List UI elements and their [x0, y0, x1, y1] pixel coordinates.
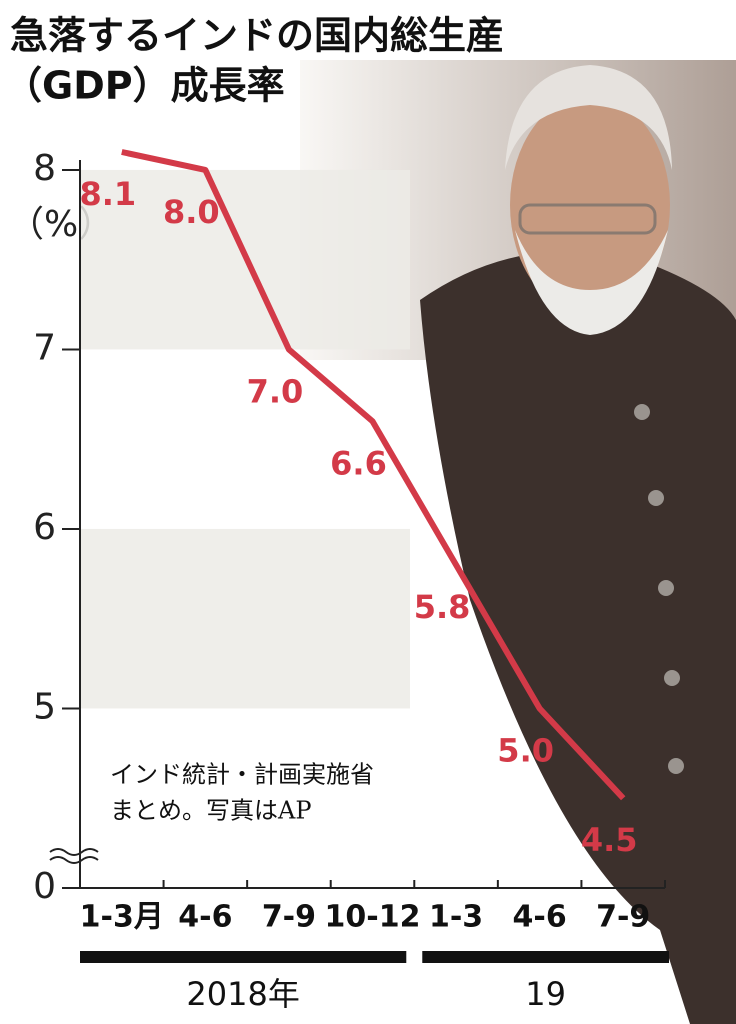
- chart-title: （GDP）成長率: [4, 64, 285, 108]
- value-label: 7.0: [247, 372, 304, 410]
- axis-break: [49, 848, 99, 864]
- group-bar: [80, 951, 407, 963]
- y-tick-label: 7: [33, 327, 56, 368]
- y-tick-label: 0: [33, 866, 56, 907]
- x-tick-label: 1-3: [429, 900, 483, 935]
- y-tick-label: 5: [33, 686, 56, 727]
- x-tick-label: 7-9: [596, 900, 650, 935]
- value-label: 8.0: [163, 193, 220, 231]
- x-tick-label: 7-9: [262, 900, 316, 935]
- group-label: 19: [525, 975, 566, 1013]
- value-label: 4.5: [581, 821, 638, 859]
- x-tick-label: 10-12: [325, 900, 421, 935]
- x-tick-label: 4-6: [513, 900, 567, 935]
- value-label: 8.1: [79, 175, 136, 213]
- value-label: 5.8: [414, 588, 471, 626]
- y-tick-label: 6: [33, 507, 56, 548]
- photo: [300, 60, 736, 1024]
- x-tick-label: 4-6: [178, 900, 232, 935]
- source-note: インド統計・計画実施省: [110, 761, 374, 789]
- source-note: まとめ。写真はAP: [110, 797, 311, 825]
- y-tick-label: 8: [33, 148, 56, 189]
- grid-band: [80, 528, 410, 709]
- group-label: 2018年: [186, 975, 299, 1013]
- x-tick-label: 1-3月: [80, 900, 164, 935]
- group-bar: [422, 951, 669, 963]
- value-label: 5.0: [497, 731, 554, 769]
- chart-title: 急落するインドの国内総生産: [10, 14, 504, 58]
- value-label: 6.6: [330, 444, 387, 482]
- data-line: [121, 149, 626, 801]
